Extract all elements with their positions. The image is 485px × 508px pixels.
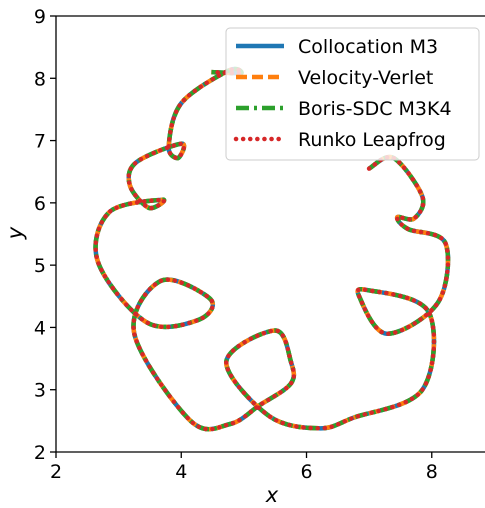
- legend: Collocation M3 Velocity-Verlet Boris-SDC M…: [225, 27, 480, 161]
- x-axis-label: x: [265, 483, 279, 507]
- series-line-runko-leapfrog: [93, 66, 451, 432]
- x-tick-label: 8: [426, 461, 438, 483]
- x-tick-label: 4: [175, 461, 187, 483]
- y-tick-label: 5: [34, 255, 46, 277]
- y-tick-label: 8: [34, 68, 46, 90]
- trajectory-curves: [93, 66, 451, 432]
- legend-label-runko-leapfrog: Runko Leapfrog: [298, 129, 446, 151]
- legend-label-velocity-verlet: Velocity-Verlet: [298, 67, 433, 89]
- x-tick-label: 6: [300, 461, 312, 483]
- legend-label-collocation-m3: Collocation M3: [298, 36, 438, 58]
- x-tick-label: 2: [50, 461, 62, 483]
- axes: 2 4 6 8 2 3 4 5 6 7 8 9: [34, 6, 485, 483]
- y-tick-label: 2: [34, 442, 46, 464]
- y-tick-label: 9: [34, 6, 46, 28]
- y-axis-label: y: [3, 226, 27, 240]
- y-tick-label: 3: [34, 380, 46, 402]
- legend-label-boris-sdc-m3k4: Boris-SDC M3K4: [298, 98, 452, 120]
- y-tick-label: 7: [34, 131, 46, 153]
- y-tick-label: 6: [34, 193, 46, 215]
- legend-box: [225, 27, 480, 161]
- y-tick-label: 4: [34, 317, 46, 339]
